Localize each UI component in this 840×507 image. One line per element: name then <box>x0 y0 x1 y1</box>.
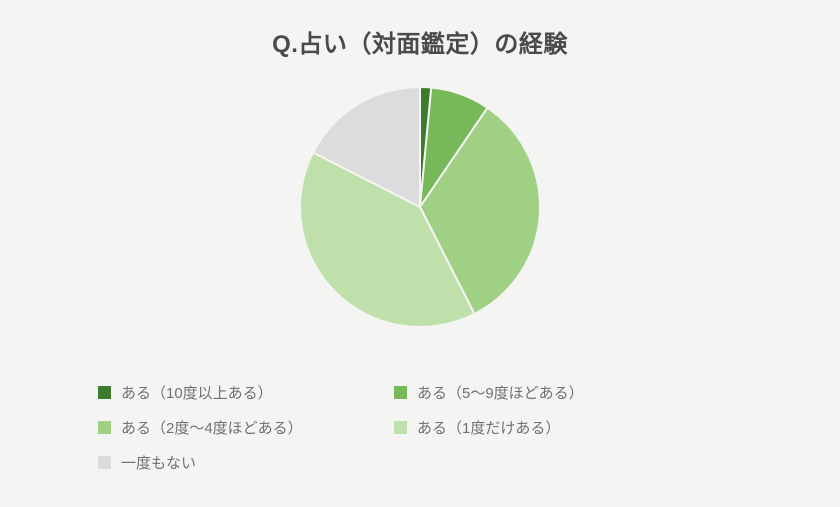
pie-chart <box>290 77 550 337</box>
legend-item: ある（5〜9度ほどある） <box>394 382 654 403</box>
legend-label: 一度もない <box>121 452 196 473</box>
chart-title: Q.占い（対面鑑定）の経験 <box>0 0 840 59</box>
legend-swatch <box>394 386 407 399</box>
legend-swatch <box>394 421 407 434</box>
legend-item: ある（10度以上ある） <box>98 382 358 403</box>
legend-label: ある（10度以上ある） <box>121 382 273 403</box>
chart-card: Q.占い（対面鑑定）の経験 ある（10度以上ある）ある（5〜9度ほどある）ある（… <box>0 0 840 507</box>
legend-label: ある（2度〜4度ほどある） <box>121 417 303 438</box>
legend-item: ある（2度〜4度ほどある） <box>98 417 358 438</box>
pie-chart-container <box>0 77 840 337</box>
legend-item: ある（1度だけある） <box>394 417 654 438</box>
legend-swatch <box>98 386 111 399</box>
legend-label: ある（5〜9度ほどある） <box>417 382 584 403</box>
legend-swatch <box>98 421 111 434</box>
legend-item: 一度もない <box>98 452 358 473</box>
legend-swatch <box>98 456 111 469</box>
legend: ある（10度以上ある） ある（5〜9度ほどある） ある（2度〜4度ほどある） ある（1… <box>98 382 758 473</box>
legend-label: ある（1度だけある） <box>417 417 560 438</box>
